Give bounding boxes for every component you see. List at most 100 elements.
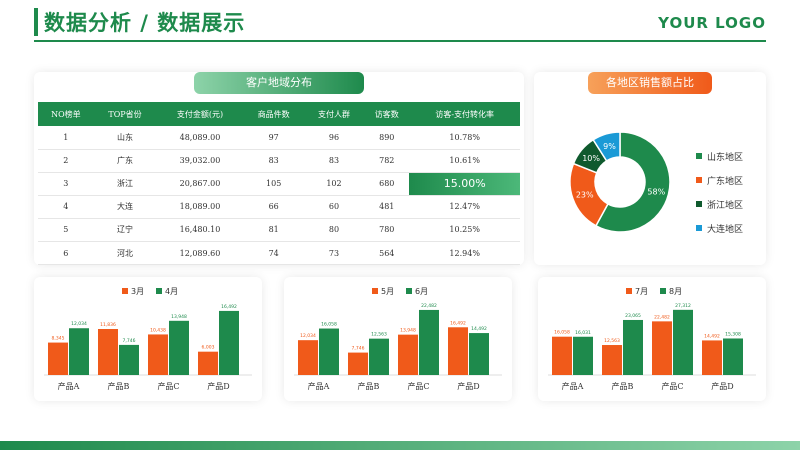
table-cell: 10.25% [409,218,520,242]
legend-label: 3月 [131,287,144,296]
x-tick-label: 产品A [58,381,80,391]
bar [469,333,489,375]
table-row: 1 山东 48,089.00 97 96 890 10.78% [38,126,520,150]
bar-value-label: 16,492 [221,304,237,310]
table-cell: 83 [243,149,304,173]
bar [169,320,189,375]
legend-label: 山东地区 [707,152,744,163]
table-cell: 18,089.00 [156,195,244,219]
table-header-cell: 支付金额(元) [156,102,244,126]
bar [723,338,743,375]
table-cell: 10.78% [409,126,520,150]
bar-value-label: 14,492 [704,333,720,339]
table-cell: 12,089.60 [156,241,244,266]
table-header-cell: TOP省份 [93,102,157,126]
bar-value-label: 22,482 [421,303,437,309]
legend-label: 6月 [415,287,428,296]
legend-swatch [156,288,162,294]
x-tick-label: 产品C [157,381,179,391]
bar-value-label: 7,746 [123,338,136,344]
bar-value-label: 16,058 [554,330,570,336]
x-tick-label: 产品D [207,381,229,391]
x-tick-label: 产品C [661,381,683,391]
legend-label: 5月 [381,287,394,296]
bar-card-2: 5月 6月 12,034 16,058 产品A 7,746 12,563 产品B 13,948 2… [284,277,512,401]
title-divider [34,40,766,42]
bar-value-label: 16,031 [575,330,591,336]
bar-value-label: 13,948 [171,314,187,320]
bottom-accent-bar [0,441,800,450]
table-cell: 山东 [93,126,157,150]
title-accent-bar [34,8,38,36]
legend-swatch [696,177,702,183]
table-cell: 20,867.00 [156,172,244,196]
bar [552,336,572,375]
table-cell: 680 [364,172,410,196]
bar-value-label: 12,034 [300,333,316,339]
pie-legend: 山东地区 广东地区 浙江地区 大连地区 [696,144,743,240]
bar-value-label: 22,482 [654,314,670,320]
pie-slice-label: 23% [576,191,594,200]
bar-value-label: 6,003 [202,345,215,351]
table-cell: 66 [243,195,304,219]
table-cell: 890 [364,126,410,150]
table-cell: 102 [303,172,365,196]
table-cell: 97 [243,126,304,150]
bar-chart-1: 3月 4月 8,345 12,034 产品A 11,836 7,746 产品B 10,438 13… [44,287,252,391]
x-tick-label: 产品A [562,381,584,391]
pie-card: 各地区销售额占比 58% 23% 10% 9% 山东地区 广东地区 浙江地区 大连地区 [534,72,766,265]
table-cell: 12.47% [409,195,520,219]
bar [652,321,672,375]
table-cell: 73 [303,241,365,266]
legend-label: 大连地区 [707,224,744,235]
table-cell: 96 [303,126,365,150]
bar [219,310,239,375]
bar-value-label: 8,345 [52,336,65,342]
bar-value-label: 14,492 [471,326,487,332]
bar-value-label: 13,948 [400,328,416,334]
table-cell: 780 [364,218,410,242]
table-cell: 河北 [93,241,157,266]
bar [69,328,89,375]
bar-value-label: 12,563 [371,332,387,338]
pie-slice-label: 9% [603,142,616,151]
legend-swatch [626,288,632,294]
table-cell: 80 [303,218,365,242]
table-cell: 105 [243,172,304,196]
table-cell: 浙江 [93,172,157,196]
table-header-cell: 访客数 [364,102,410,126]
table-cell: 辽宁 [93,218,157,242]
bar [348,352,368,375]
bar-card-3: 7月 8月 16,058 16,031 产品A 12,563 23,065 产品B 22,482… [538,277,766,401]
bar [673,309,693,375]
legend-label: 浙江地区 [707,200,744,211]
table-cell: 3 [38,172,94,196]
legend-label: 4月 [165,287,178,296]
table-cell: 5 [38,218,94,242]
pie-chart: 58% 23% 10%9% [569,131,671,233]
table-cell: 6 [38,241,94,266]
table-header-row: NO榜单 TOP省份 支付金额(元) 商品件数 支付人群 访客数 访客-支付转化率 [38,102,520,126]
table-cell: 大连 [93,195,157,219]
bar-value-label: 15,308 [725,331,741,337]
bar-value-label: 10,438 [150,327,166,333]
legend-swatch [372,288,378,294]
bar [198,351,218,375]
x-tick-label: 产品B [612,381,634,391]
pie-slice [592,131,621,162]
bar [148,334,168,375]
region-table: NO榜单 TOP省份 支付金额(元) 商品件数 支付人群 访客数 访客-支付转化率 1 山东 4… [38,102,520,266]
table-row: 6 河北 12,089.60 74 73 564 12.94% [38,241,520,266]
table-cell: 12.94% [409,241,520,266]
bar-card-1: 3月 4月 8,345 12,034 产品A 11,836 7,746 产品B 10,438 13… [34,277,262,401]
table-cell: 74 [243,241,304,266]
bar [298,340,318,375]
legend-swatch [696,153,702,159]
table-header-cell: 支付人群 [303,102,365,126]
bar-value-label: 16,058 [321,322,337,328]
x-tick-label: 产品D [457,381,479,391]
bar [398,334,418,375]
bar [119,344,139,375]
table-row: 3 浙江 20,867.00 105 102 680 15.00% [38,172,520,196]
